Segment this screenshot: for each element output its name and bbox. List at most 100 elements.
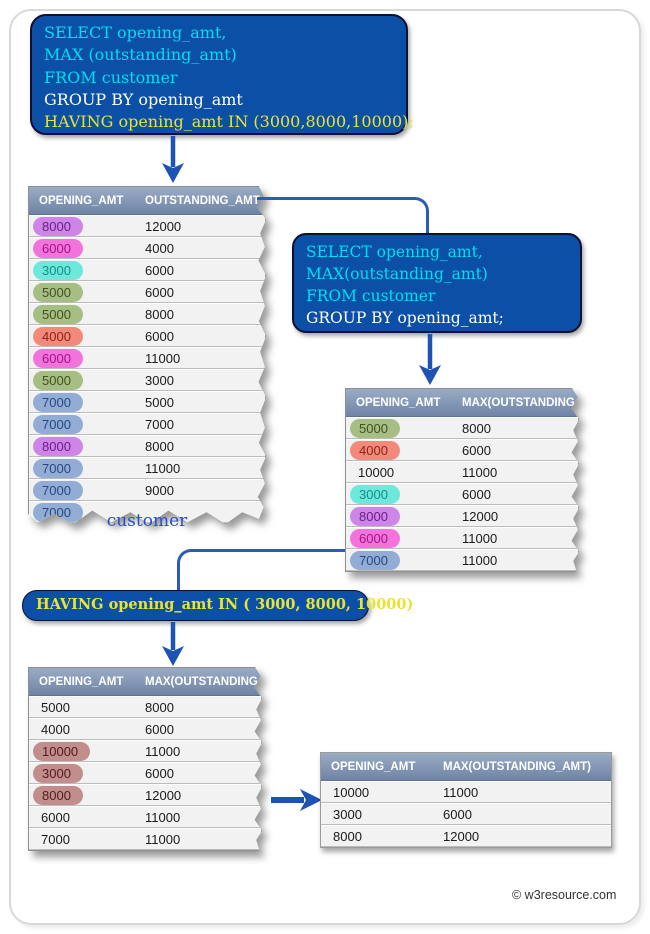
cell-amount: 11000 bbox=[452, 527, 578, 549]
cell-opening-amt: 10000 bbox=[346, 461, 452, 483]
highlight-pill: 4000 bbox=[350, 440, 400, 460]
highlight-pill: 5000 bbox=[33, 282, 83, 302]
table-row: 5000 8000 bbox=[346, 417, 578, 439]
table-row: 5000 6000 bbox=[29, 281, 265, 303]
table-row: 3000 6000 bbox=[346, 483, 578, 505]
table-header-row: OPENING_AMT MAX(OUTSTANDING_AMT) bbox=[346, 389, 579, 417]
table-row: 6000 11000 bbox=[29, 806, 261, 828]
sql-line: FROM customer bbox=[306, 287, 436, 305]
cell-amount: 8000 bbox=[135, 696, 261, 718]
cell-amount: 6000 bbox=[135, 718, 261, 740]
cell-opening-amt: 8000 bbox=[346, 505, 452, 527]
cell-amount: 11000 bbox=[135, 828, 261, 850]
cell-opening-amt: 8000 bbox=[29, 215, 135, 237]
cell-opening-amt: 6000 bbox=[346, 527, 452, 549]
cell-opening-amt: 5000 bbox=[29, 281, 135, 303]
cell-amount: 6000 bbox=[452, 483, 578, 505]
table-row: 6000 4000 bbox=[29, 237, 265, 259]
table-row: 8000 8000 bbox=[29, 435, 265, 457]
sql-line: MAX(outstanding_amt) bbox=[306, 265, 488, 283]
cell-opening-amt: 6000 bbox=[29, 806, 135, 828]
grouped-table-wrap: OPENING_AMT MAX(OUTSTANDING_AMT) 5000 800… bbox=[345, 388, 579, 572]
column-header-opening-amt: OPENING_AMT bbox=[321, 753, 433, 781]
cell-opening-amt: 5000 bbox=[29, 303, 135, 325]
table-row: 4000 6000 bbox=[346, 439, 578, 461]
cell-amount: 6000 bbox=[135, 259, 265, 281]
sql-line: SELECT opening_amt, bbox=[44, 23, 227, 42]
cell-amount: 12000 bbox=[433, 825, 611, 847]
highlight-pill: 8000 bbox=[350, 506, 400, 526]
customer-table-wrap: OPENING_AMT OUTSTANDING_AMT 8000 12000 600… bbox=[28, 186, 266, 524]
table-row: 3000 6000 bbox=[321, 803, 611, 825]
cell-opening-amt: 10000 bbox=[29, 740, 135, 762]
highlight-pill: 7000 bbox=[350, 550, 400, 570]
cell-opening-amt: 7000 bbox=[29, 479, 135, 501]
sql-query-box-full: SELECT opening_amt, MAX (outstanding_amt… bbox=[30, 14, 414, 135]
cell-opening-amt: 6000 bbox=[29, 347, 135, 369]
table-header-row: OPENING_AMT MAX(OUTSTANDING_AMT) bbox=[29, 668, 262, 696]
highlight-pill: 7000 bbox=[33, 414, 83, 434]
highlight-pill: 7000 bbox=[33, 392, 83, 412]
table-row: 10000 11000 bbox=[321, 781, 611, 803]
cell-amount: 12000 bbox=[135, 784, 261, 806]
cell-opening-amt: 8000 bbox=[29, 435, 135, 457]
column-header-outstanding-amt: OUTSTANDING_AMT bbox=[135, 187, 265, 215]
cell-opening-amt: 3000 bbox=[29, 259, 135, 281]
cell-opening-amt: 3000 bbox=[29, 762, 135, 784]
customer-table: OPENING_AMT OUTSTANDING_AMT 8000 12000 600… bbox=[29, 187, 265, 523]
cell-amount: 8000 bbox=[452, 417, 578, 439]
cell-opening-amt: 5000 bbox=[29, 369, 135, 391]
highlight-pill: 8000 bbox=[33, 216, 83, 236]
table-row: 10000 11000 bbox=[346, 461, 578, 483]
cell-amount: 11000 bbox=[452, 461, 578, 483]
cell-amount: 5000 bbox=[135, 391, 265, 413]
table-row: 4000 6000 bbox=[29, 718, 261, 740]
column-header-opening-amt: OPENING_AMT bbox=[29, 187, 135, 215]
down-arrow-icon bbox=[162, 622, 184, 666]
table-row: 3000 6000 bbox=[29, 762, 261, 784]
table-row: 6000 11000 bbox=[29, 347, 265, 369]
highlight-pill: 8000 bbox=[33, 436, 83, 456]
highlight-pill: 7000 bbox=[33, 458, 83, 478]
cell-opening-amt: 3000 bbox=[346, 483, 452, 505]
cell-amount: 9000 bbox=[135, 479, 265, 501]
table-row: 7000 9000 bbox=[29, 479, 265, 501]
table-row: 10000 11000 bbox=[29, 740, 261, 762]
cell-value: 6000 bbox=[41, 809, 70, 825]
cell-amount: 11000 bbox=[135, 457, 265, 479]
highlight-pill: 4000 bbox=[33, 326, 83, 346]
sql-line: MAX (outstanding_amt) bbox=[44, 45, 237, 65]
table-row: 8000 12000 bbox=[346, 505, 578, 527]
cell-amount: 6000 bbox=[135, 762, 261, 784]
cell-opening-amt: 3000 bbox=[321, 803, 433, 825]
highlight-pill: 6000 bbox=[33, 348, 83, 368]
highlight-pill: 6000 bbox=[350, 528, 400, 548]
table-row: 5000 8000 bbox=[29, 696, 261, 718]
cell-value: 3000 bbox=[333, 806, 362, 822]
cell-amount: 6000 bbox=[433, 803, 611, 825]
highlight-pill: 6000 bbox=[33, 238, 83, 258]
cell-opening-amt: 10000 bbox=[321, 781, 433, 803]
highlight-pill: 5000 bbox=[350, 418, 400, 438]
grouped-table: OPENING_AMT MAX(OUTSTANDING_AMT) 5000 800… bbox=[346, 389, 579, 571]
table-row: 4000 6000 bbox=[29, 325, 265, 347]
table-row: 7000 11000 bbox=[346, 549, 578, 571]
cell-opening-amt: 5000 bbox=[346, 417, 452, 439]
highlight-pill: 7000 bbox=[33, 480, 83, 500]
table-row: 8000 12000 bbox=[321, 825, 611, 847]
cell-amount: 6000 bbox=[135, 325, 265, 347]
cell-opening-amt: 4000 bbox=[29, 325, 135, 347]
cell-opening-amt: 7000 bbox=[29, 457, 135, 479]
cell-amount: 4000 bbox=[135, 237, 265, 259]
down-arrow-icon bbox=[419, 334, 441, 385]
table-row: 7000 11000 bbox=[29, 457, 265, 479]
cell-amount: 7000 bbox=[135, 413, 265, 435]
cell-amount: 3000 bbox=[135, 369, 265, 391]
connector-table-to-having bbox=[177, 549, 345, 591]
cell-amount: 8000 bbox=[135, 303, 265, 325]
final-result-table: OPENING_AMT MAX(OUTSTANDING_AMT) 10000 11… bbox=[321, 753, 611, 847]
highlight-pill: 3000 bbox=[33, 763, 83, 783]
customer-table-label: customer bbox=[106, 511, 188, 531]
having-clause-box: HAVING opening_amt IN ( 3000, 8000, 1000… bbox=[22, 590, 413, 621]
